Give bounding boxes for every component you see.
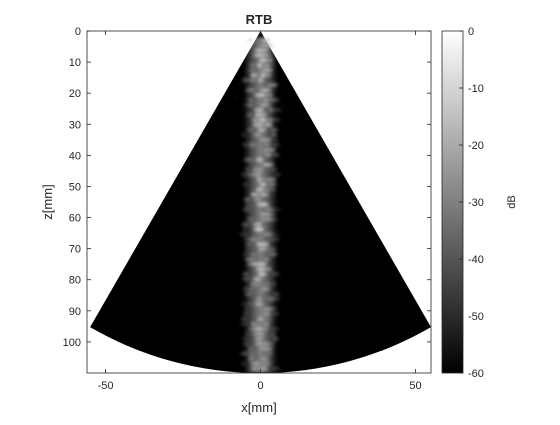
- beam-layer: [218, 37, 302, 373]
- x-axis-ticks: -50 0 50: [98, 31, 422, 392]
- y-tick-label: 0: [75, 26, 81, 38]
- y-tick-label: 40: [69, 150, 81, 162]
- y-tick-label: 10: [69, 57, 81, 69]
- x-tick-label: 0: [257, 380, 263, 392]
- y-tick-label: 60: [69, 213, 81, 225]
- x-tick-label: -50: [98, 380, 114, 392]
- y-tick-label: 100: [63, 337, 81, 349]
- y-tick-label: 90: [69, 306, 81, 318]
- colorbar-ticks: 0 -10 -20 -30 -40 -50 -60: [459, 26, 484, 380]
- colorbar-tick-label: 0: [468, 26, 474, 38]
- beam-speckle: [218, 38, 302, 371]
- colorbar-tick-label: -50: [468, 311, 484, 323]
- y-tick-label: 70: [69, 244, 81, 256]
- colorbar-tick-label: -60: [468, 368, 484, 380]
- x-tick-label: 50: [409, 380, 421, 392]
- y-tick-label: 30: [69, 119, 81, 131]
- y-tick-label: 80: [69, 275, 81, 287]
- colorbar-label: dB: [506, 195, 518, 208]
- y-axis-ticks: 0 10 20 30 40 50 60 70 80 90 100: [63, 26, 431, 349]
- colorbar: 0 -10 -20 -30 -40 -50 -60 dB: [441, 26, 518, 380]
- plot-frame: [86, 30, 432, 374]
- colorbar-tick-label: -40: [468, 254, 484, 266]
- colorbar-tick-label: -20: [468, 140, 484, 152]
- colorbar-tick-label: -10: [468, 83, 484, 95]
- colorbar-tick-label: -30: [468, 197, 484, 209]
- x-axis-label: x[mm]: [241, 400, 276, 415]
- chart-title: RTB: [246, 12, 273, 27]
- plot-area: [90, 31, 431, 373]
- y-tick-label: 50: [69, 181, 81, 193]
- y-tick-label: 20: [69, 88, 81, 100]
- y-axis-label: z[mm]: [40, 184, 55, 219]
